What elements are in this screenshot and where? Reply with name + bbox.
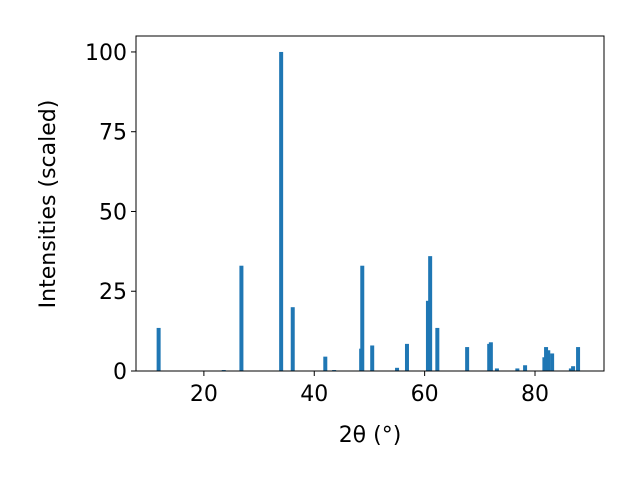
bar — [323, 356, 328, 371]
bar — [279, 51, 284, 371]
y-tick-label: 50 — [99, 200, 127, 225]
bar — [550, 353, 555, 371]
bar — [571, 366, 576, 371]
bar — [546, 350, 551, 371]
bar — [523, 365, 528, 371]
y-tick-label: 75 — [99, 121, 127, 146]
bar — [428, 256, 433, 371]
plot-frame — [135, 35, 605, 372]
bar — [404, 343, 409, 371]
bar — [435, 327, 440, 371]
bar — [425, 300, 430, 371]
bar — [576, 347, 581, 371]
bar — [515, 368, 520, 371]
x-tick-label: 80 — [521, 382, 549, 407]
x-tick-label: 40 — [300, 382, 328, 407]
bar — [395, 367, 400, 371]
bar — [494, 368, 499, 371]
bar — [370, 345, 375, 371]
x-axis-label: 2θ (°) — [339, 423, 402, 448]
bar — [290, 307, 295, 371]
x-tick-label: 20 — [190, 382, 218, 407]
y-tick-label: 0 — [113, 360, 127, 385]
bar — [465, 347, 470, 371]
bar — [488, 342, 493, 371]
bar — [568, 368, 573, 371]
bar — [239, 265, 244, 371]
y-axis-label: Intensities (scaled) — [36, 100, 61, 309]
y-tick-label: 25 — [99, 280, 127, 305]
x-tick-label: 60 — [411, 382, 439, 407]
bar — [156, 327, 161, 371]
y-tick-label: 100 — [85, 41, 127, 66]
bar — [360, 265, 365, 371]
bar — [544, 347, 549, 371]
